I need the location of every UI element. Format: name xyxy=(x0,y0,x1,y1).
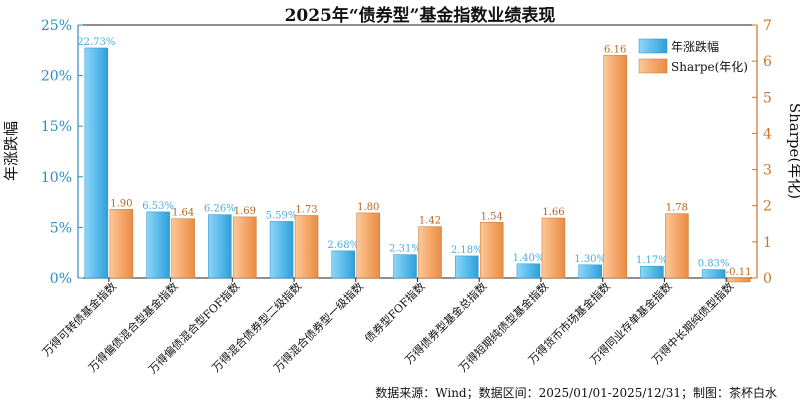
data-label-sharpe: 1.73 xyxy=(295,204,317,215)
bar-return xyxy=(208,214,232,279)
data-label-sharpe: 1.90 xyxy=(110,198,132,209)
data-label-return: 1.30% xyxy=(574,254,606,265)
y-axis-right-ticks: 0 1 2 3 4 5 6 7 xyxy=(752,18,772,287)
data-label-return: 6.53% xyxy=(142,201,174,212)
y-tick-label-right: 4 xyxy=(763,126,772,142)
y-axis-left-ticks: 0% 5% 10% 15% 20% 25% xyxy=(41,18,83,287)
data-label-sharpe: 1.69 xyxy=(234,206,256,217)
legend-swatch-sharpe xyxy=(638,58,668,74)
y-tick-label-right: 3 xyxy=(763,163,772,179)
y-tick-label-right: 5 xyxy=(763,90,772,106)
bar-sharpe xyxy=(665,213,689,279)
x-tick-label: 债券型FOF指数 xyxy=(362,279,428,345)
bar-sharpe xyxy=(356,212,381,279)
data-label-return: 1.17% xyxy=(636,255,668,266)
bar-return xyxy=(454,255,479,279)
data-label-sharpe: 1.80 xyxy=(357,202,379,213)
y-tick-label-left: 25% xyxy=(41,18,72,34)
data-label-return: 0.83% xyxy=(698,259,730,270)
y-tick-label-left: 5% xyxy=(50,220,72,236)
y-tick-label-left: 15% xyxy=(41,119,72,135)
bar-return xyxy=(331,250,356,279)
y-tick-label-left: 20% xyxy=(41,69,72,85)
bar-sharpe xyxy=(479,222,504,279)
y-tick-label-left: 10% xyxy=(41,170,72,186)
y-tick-label-right: 6 xyxy=(763,54,772,70)
bar-return xyxy=(269,221,294,279)
bar-sharpe xyxy=(294,215,319,279)
bar-sharpe xyxy=(726,277,751,283)
legend-label-return: 年涨跌幅 xyxy=(671,39,719,54)
data-label-sharpe: 1.78 xyxy=(666,203,688,214)
data-label-return: 1.40% xyxy=(513,253,545,264)
x-axis-ticks: 万得可转债基金指数万得偏债混合型基金指数万得偏债混合型FOF指数万得混合债券型二… xyxy=(39,278,736,376)
bar-sharpe xyxy=(418,226,442,279)
bar-sharpe xyxy=(233,216,257,279)
legend-swatch-return xyxy=(638,38,668,54)
legend: 年涨跌幅 Sharpe(年化) xyxy=(638,38,748,74)
data-label-sharpe: 1.54 xyxy=(481,211,503,222)
bar-sharpe xyxy=(603,55,627,279)
bar-return xyxy=(146,211,170,279)
data-label-sharpe: -0.11 xyxy=(726,267,752,278)
chart-title: 2025年“债券型”基金指数业绩表现 xyxy=(285,5,556,26)
y-tick-label-right: 7 xyxy=(763,18,772,34)
bar-return xyxy=(516,263,541,279)
bar-sharpe xyxy=(541,217,566,279)
y-tick-label-right: 0 xyxy=(763,271,772,287)
bar-return xyxy=(393,254,417,279)
y-tick-label-left: 0% xyxy=(50,271,72,287)
data-label-return: 2.18% xyxy=(451,245,483,256)
bar-return xyxy=(84,47,109,279)
y-axis-right-title: Sharpe(年化) xyxy=(786,103,800,199)
data-label-return: 6.26% xyxy=(204,204,236,215)
data-label-return: 22.73% xyxy=(77,37,115,48)
bar-return xyxy=(640,265,664,279)
bar-return xyxy=(578,264,602,279)
data-label-sharpe: 1.66 xyxy=(542,207,564,218)
data-label-return: 5.59% xyxy=(266,210,298,221)
y-tick-label-right: 2 xyxy=(763,199,772,215)
data-label-sharpe: 1.64 xyxy=(172,208,194,219)
data-label-sharpe: 1.42 xyxy=(419,216,441,227)
y-axis-left-title: 年涨跌幅 xyxy=(2,121,20,181)
bar-sharpe xyxy=(109,209,134,279)
legend-label-sharpe: Sharpe(年化) xyxy=(671,60,748,74)
data-label-return: 2.31% xyxy=(389,244,421,255)
bars: 22.73% 1.90 6.53%1.64 6.26%1.69 5.59%1.73 2.6… xyxy=(77,37,752,283)
data-label-return: 2.68% xyxy=(327,240,359,251)
source-note: 数据来源：Wind；数据区间：2025/01/01-2025/12/31；制图：… xyxy=(375,385,777,400)
y-tick-label-right: 1 xyxy=(763,235,772,251)
bar-sharpe xyxy=(171,218,195,279)
bar-return xyxy=(701,269,726,279)
data-label-sharpe: 6.16 xyxy=(604,44,626,55)
